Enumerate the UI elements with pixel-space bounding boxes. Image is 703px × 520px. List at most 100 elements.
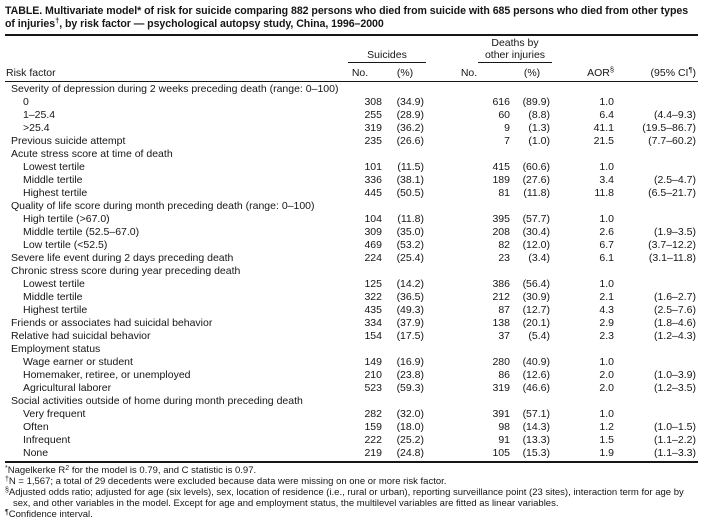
risk-factor-cell: Agricultural laborer [23, 382, 112, 394]
risk-factor-cell: Lowest tertile [23, 161, 85, 173]
table-row: Middle tertile 322 (36.5) 212 (30.9) 2.1… [5, 291, 698, 304]
suicides-no-cell: 219 [364, 447, 382, 459]
deaths-no-column-header: No. [460, 67, 478, 79]
suicides-pct-cell: (53.2) [396, 239, 424, 251]
deaths-no-cell: 7 [504, 135, 510, 147]
deaths-no-cell: 98 [498, 421, 510, 433]
table-row: Social activities outside of home during… [5, 395, 698, 408]
footnote: §Adjusted odds ratio; adjusted for age (… [5, 487, 698, 509]
deaths-no-cell: 81 [498, 187, 510, 199]
deaths-no-cell: 105 [492, 447, 510, 459]
aor-cell: 1.0 [599, 356, 614, 368]
aor-label: AOR [587, 67, 610, 79]
risk-factor-cell: Quality of life score during month prece… [11, 200, 315, 212]
risk-factor-cell: Severe life event during 2 days precedin… [11, 252, 234, 264]
aor-cell: 6.4 [599, 109, 614, 121]
ci-cell: (1.2–4.3) [653, 330, 696, 342]
ci-cell: (1.8–4.6) [653, 317, 696, 329]
aor-cell: 4.3 [599, 304, 614, 316]
footnote-text-tail: for the model is 0.79, and C statistic i… [69, 465, 257, 476]
deaths-pct-cell: (12.0) [522, 239, 550, 251]
suicides-pct-cell: (32.0) [396, 408, 424, 420]
aor-cell: 2.1 [599, 291, 614, 303]
deaths-no-cell: 616 [492, 96, 510, 108]
deaths-pct-cell: (30.9) [522, 291, 550, 303]
risk-factor-cell: Lowest tertile [23, 278, 85, 290]
deaths-no-cell: 37 [498, 330, 510, 342]
deaths-pct-cell: (1.3) [528, 122, 550, 134]
suicides-no-cell: 308 [364, 96, 382, 108]
aor-cell: 1.2 [599, 421, 614, 433]
table-row: Acute stress score at time of death [5, 148, 698, 161]
deaths-pct-cell: (12.7) [522, 304, 550, 316]
deaths-pct-column-header: (%) [523, 67, 541, 79]
suicides-pct-cell: (25.2) [396, 434, 424, 446]
risk-factor-cell: Middle tertile (52.5–67.0) [23, 226, 140, 238]
table-row: Employment status [5, 343, 698, 356]
deaths-no-cell: 208 [492, 226, 510, 238]
table-row: 1–25.4 255 (28.9) 60 (8.8) 6.4 (4.4–9.3) [5, 109, 698, 122]
suicides-no-cell: 149 [364, 356, 382, 368]
suicides-pct-cell: (11.8) [397, 213, 424, 225]
risk-factor-cell: None [23, 447, 49, 459]
suicides-no-cell: 210 [364, 369, 382, 381]
aor-cell: 1.0 [599, 96, 614, 108]
risk-factor-cell: Previous suicide attempt [11, 135, 126, 147]
suicides-pct-cell: (50.5) [396, 187, 424, 199]
deaths-pct-cell: (57.7) [522, 213, 550, 225]
section-footnote-marker: § [609, 65, 614, 74]
deaths-pct-cell: (8.8) [528, 109, 550, 121]
suicides-no-cell: 523 [364, 382, 382, 394]
table-row: Severe life event during 2 days precedin… [5, 252, 698, 265]
footnote: ¶Confidence interval. [5, 509, 698, 520]
ci-cell: (7.7–60.2) [648, 135, 696, 147]
ci-cell: (6.5–21.7) [648, 187, 696, 199]
suicides-pct-cell: (34.9) [396, 96, 424, 108]
footnotes: *Nagelkerke R2 for the model is 0.79, an… [5, 465, 698, 520]
deaths-group-header: Deaths by other injuries [478, 37, 552, 63]
table-row: Highest tertile 445 (50.5) 81 (11.8) 11.… [5, 187, 698, 200]
suicides-pct-cell: (16.9) [396, 356, 424, 368]
suicides-no-cell: 435 [364, 304, 382, 316]
aor-cell: 2.9 [599, 317, 614, 329]
table-row: Middle tertile (52.5–67.0) 309 (35.0) 20… [5, 226, 698, 239]
footnote-marker: † [5, 476, 9, 483]
deaths-no-cell: 280 [492, 356, 510, 368]
deaths-pct-cell: (57.1) [522, 408, 550, 420]
suicides-no-cell: 282 [364, 408, 382, 420]
aor-cell: 1.0 [599, 161, 614, 173]
suicides-pct-cell: (36.5) [396, 291, 424, 303]
deaths-no-cell: 82 [498, 239, 510, 251]
ci-cell: (2.5–7.6) [653, 304, 696, 316]
aor-column-header: AOR§ [552, 65, 616, 79]
footnote: †N = 1,567; a total of 29 decedents were… [5, 476, 698, 487]
suicides-no-cell: 322 [364, 291, 382, 303]
risk-factor-cell: Infrequent [23, 434, 71, 446]
deaths-pct-cell: (14.3) [522, 421, 550, 433]
ci-cell: (1.0–1.5) [653, 421, 696, 433]
suicides-pct-cell: (28.9) [396, 109, 424, 121]
column-group-header-row: Suicides Deaths by other injuries [5, 36, 698, 63]
aor-cell: 1.0 [599, 408, 614, 420]
suicides-pct-cell: (14.2) [396, 278, 424, 290]
ci-cell: (1.6–2.7) [653, 291, 696, 303]
table-row: Lowest tertile 101 (11.5) 415 (60.6) 1.0 [5, 161, 698, 174]
aor-cell: 3.4 [599, 174, 614, 186]
risk-factor-cell: Highest tertile [23, 187, 88, 199]
deaths-no-cell: 415 [492, 161, 510, 173]
ci-cell: (1.0–3.9) [653, 369, 696, 381]
deaths-pct-cell: (15.3) [522, 447, 550, 459]
suicides-no-cell: 469 [364, 239, 382, 251]
deaths-pct-cell: (1.0) [528, 135, 550, 147]
deaths-pct-cell: (5.4) [528, 330, 550, 342]
risk-factor-cell: Middle tertile [23, 291, 83, 303]
deaths-no-cell: 138 [492, 317, 510, 329]
deaths-pct-cell: (12.6) [522, 369, 550, 381]
footnote-text: Confidence interval. [8, 509, 93, 520]
table-row: Previous suicide attempt 235 (26.6) 7 (1… [5, 135, 698, 148]
pilcrow-footnote-marker: ¶ [688, 65, 693, 74]
aor-cell: 21.5 [593, 135, 614, 147]
bottom-rule [5, 461, 698, 463]
suicides-group-header: Suicides [348, 49, 426, 63]
footnote-marker: ¶ [5, 509, 9, 516]
